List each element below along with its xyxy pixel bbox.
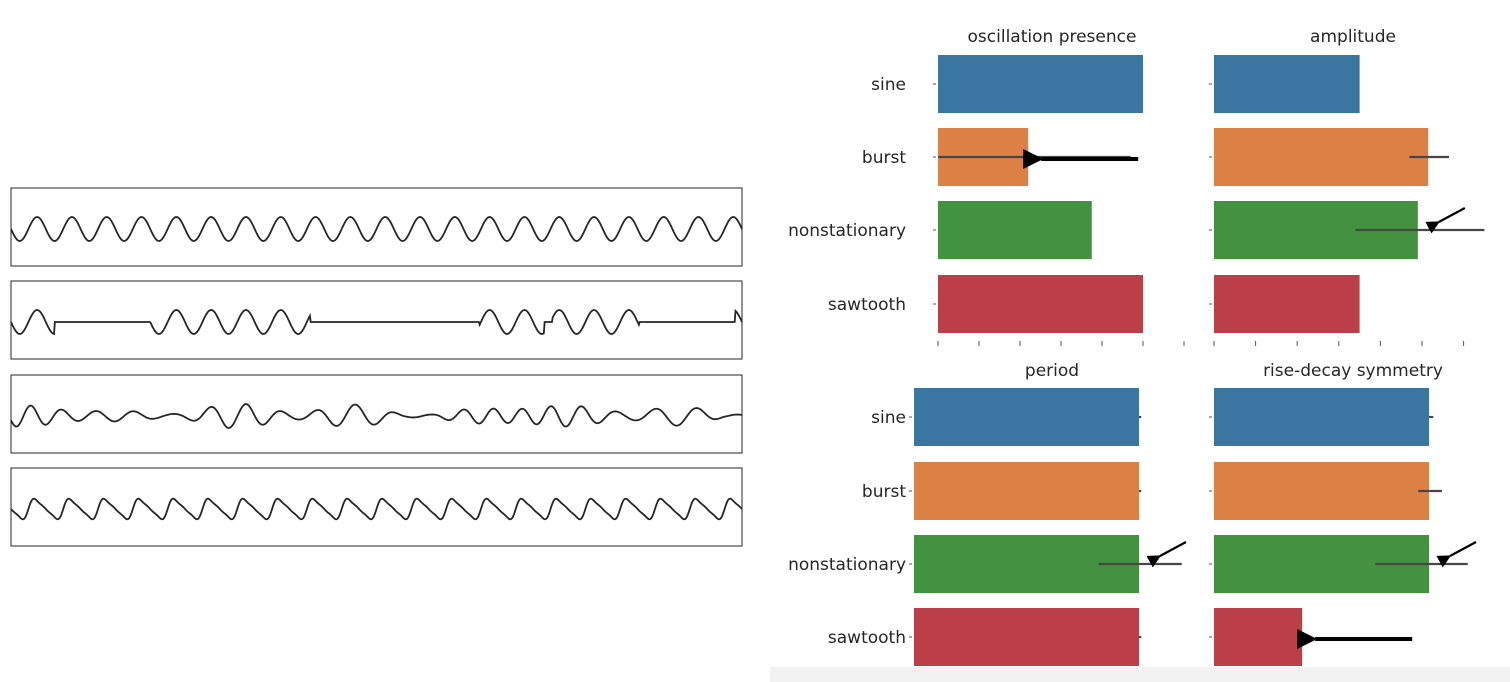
bar-sawtooth [1214, 275, 1360, 333]
bar-sawtooth [1214, 608, 1303, 666]
category-label-burst: burst [862, 482, 906, 502]
subplot-title: amplitude [1310, 27, 1396, 47]
waveform-line-sawtooth [10, 497, 743, 521]
category-label-sawtooth: sawtooth [828, 295, 906, 315]
category-label-nonstationary: nonstationary [788, 555, 906, 575]
annotation-arrow-small [1425, 207, 1466, 234]
category-label-sawtooth: sawtooth [828, 628, 906, 648]
subplot-title: oscillation presence [968, 27, 1137, 47]
subplot-2: period sine burst nonstationary sawtooth [788, 361, 1187, 666]
bar-subplots: oscillation presence sine burst nonstationa… [788, 27, 1485, 666]
category-label-burst: burst [862, 148, 906, 168]
waveform-panels [10, 187, 743, 547]
category-label-nonstationary: nonstationary [788, 221, 906, 241]
subplot-title: rise-decay symmetry [1263, 361, 1443, 381]
bar-burst [1214, 462, 1429, 520]
bar-sine [938, 55, 1143, 113]
subplot-0: oscillation presence sine burst nonstationa… [788, 27, 1185, 346]
category-label-sine: sine [871, 408, 906, 428]
waveform-frame-nonstationary [10, 374, 743, 454]
waveform-frame-sawtooth [10, 467, 743, 547]
annotation-arrow-small [1146, 541, 1187, 568]
waveform-line-sine [10, 216, 743, 242]
waveform-line-burst [10, 308, 743, 336]
waveform-line-nonstationary [10, 403, 743, 429]
subplot-3: rise-decay symmetry [1209, 361, 1477, 666]
bar-sawtooth [938, 275, 1143, 333]
bar-burst [914, 462, 1139, 520]
bar-sine [914, 388, 1139, 446]
bar-burst [1214, 128, 1429, 186]
subplot-1: amplitude [1209, 27, 1485, 346]
bar-sine [1214, 388, 1429, 446]
waveform-frame-burst [10, 280, 743, 360]
category-label-sine: sine [871, 75, 906, 95]
bottom-shade [770, 667, 1510, 682]
bar-sine [1214, 55, 1360, 113]
bar-sawtooth [914, 608, 1139, 666]
subplot-title: period [1025, 361, 1079, 381]
bar-nonstationary [938, 201, 1092, 259]
annotation-arrow-small [1436, 541, 1477, 568]
